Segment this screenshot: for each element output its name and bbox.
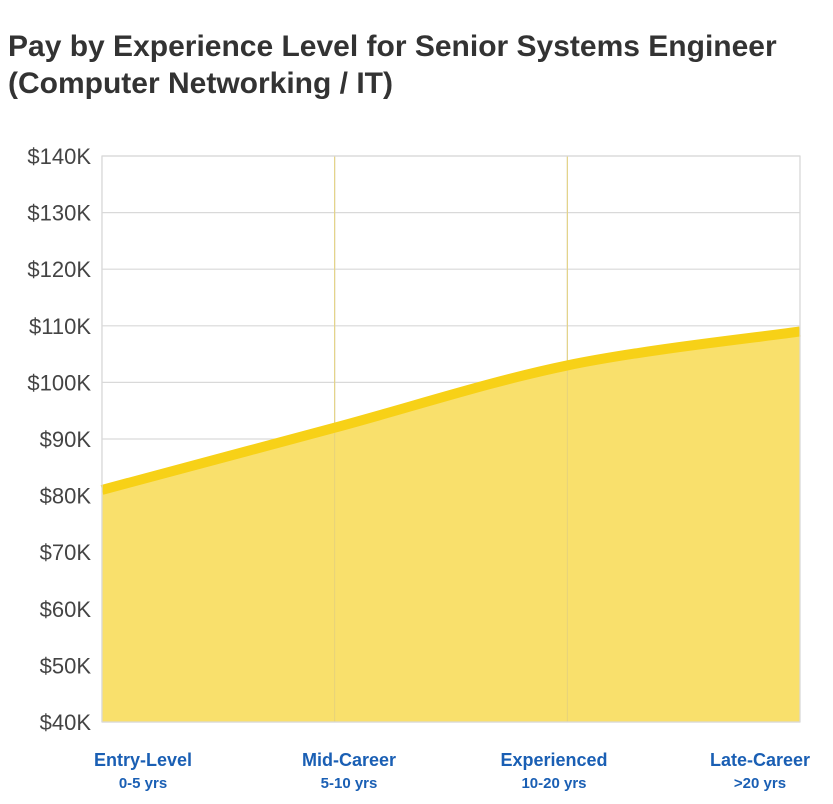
x-category-label: Late-Career bbox=[710, 750, 810, 770]
y-tick-label: $80K bbox=[40, 484, 92, 509]
y-tick-label: $50K bbox=[40, 653, 92, 678]
chart-title-line1: Pay by Experience Level for Senior Syste… bbox=[8, 30, 777, 63]
y-tick-label: $70K bbox=[40, 540, 92, 565]
chart-title-line2: (Computer Networking / IT) bbox=[8, 67, 393, 100]
y-tick-label: $130K bbox=[27, 201, 91, 226]
x-category-label: Experienced bbox=[500, 750, 607, 770]
y-tick-label: $40K bbox=[40, 710, 92, 735]
plot-border bbox=[101, 155, 801, 723]
series-area bbox=[102, 331, 800, 722]
series-line bbox=[100, 326, 801, 495]
x-category-sublabel: 10-20 yrs bbox=[521, 775, 586, 792]
x-category-sublabel: 5-10 yrs bbox=[321, 775, 378, 792]
y-tick-label: $60K bbox=[40, 597, 92, 622]
x-category-sublabel: >20 yrs bbox=[734, 775, 786, 792]
x-category-label: Mid-Career bbox=[302, 750, 396, 770]
y-tick-label: $120K bbox=[27, 257, 91, 282]
x-category-sublabel: 0-5 yrs bbox=[119, 775, 167, 792]
y-tick-label: $90K bbox=[40, 427, 92, 452]
y-tick-label: $100K bbox=[27, 370, 91, 395]
x-category-label: Entry-Level bbox=[94, 750, 192, 770]
y-tick-label: $110K bbox=[29, 314, 91, 339]
chart-title: Pay by Experience Level for Senior Syste… bbox=[8, 28, 818, 102]
y-tick-label: $140K bbox=[27, 144, 91, 169]
